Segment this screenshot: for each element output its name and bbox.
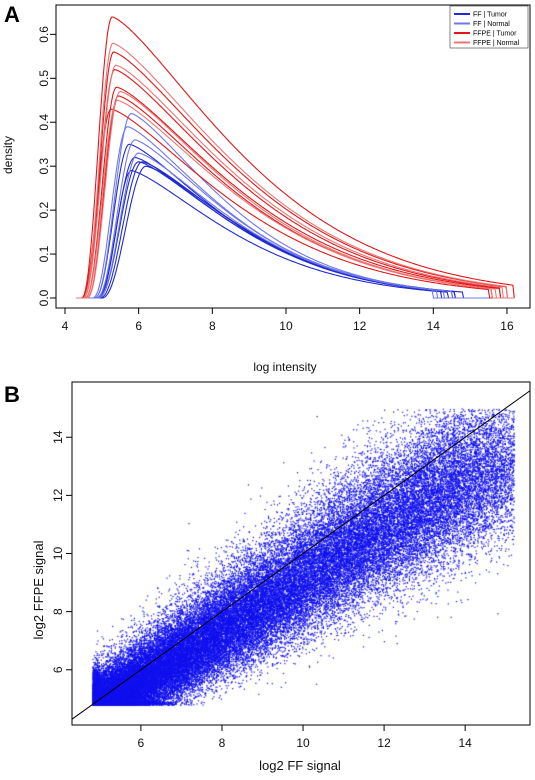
- scatter-x-tick-label: 12: [377, 736, 391, 750]
- scatter-axes: 6 8 10 12 14 6 8 10 12 14: [51, 381, 531, 750]
- scatter-x-tick-label: 14: [458, 736, 472, 750]
- density-curve-14: [76, 86, 515, 299]
- scatter-y-tick-label: 14: [51, 430, 65, 444]
- legend-entry: FF | Normal: [473, 21, 510, 28]
- scatter-x-tick-label: 8: [219, 736, 226, 750]
- density-curve-16: [76, 108, 515, 299]
- density-curve-17: [76, 42, 515, 299]
- density-y-axis-title: density: [1, 136, 15, 174]
- density-axes: 4 6 8 10 12 14 16 0.0 0.1 0.2 0.3 0.4 0.5 0.6: [37, 4, 531, 333]
- scatter-x-tick-label: 6: [138, 736, 145, 750]
- legend-entry: FFPE | Normal: [473, 40, 520, 47]
- density-legend: FF | Tumor FF | Normal FFPE | Tumor FFPE | …: [449, 5, 529, 49]
- density-curve-5: [76, 143, 515, 299]
- density-curve-15: [76, 95, 515, 299]
- legend-entry: FFPE | Tumor: [473, 31, 517, 38]
- scatter-y-tick-label: 12: [51, 488, 65, 502]
- density-y-tick-label: 0.2: [37, 201, 51, 218]
- density-y-tick-label: 0.3: [37, 158, 51, 175]
- density-y-tick-label: 0.4: [37, 114, 51, 131]
- density-curves: [76, 16, 515, 299]
- scatter-x-tick-label: 10: [296, 736, 310, 750]
- density-curve-20: [76, 91, 515, 299]
- scatter-y-tick-label: 6: [51, 666, 65, 673]
- panel-a-letter: A: [4, 2, 20, 27]
- density-x-tick-label: 14: [427, 319, 441, 333]
- density-y-tick-label: 0.5: [37, 70, 51, 87]
- density-chart-svg: A 4 6 8 10 12 14 16 0.0 0.1 0.2 0.3 0.4 0.5 0.6 FF | …: [1, 2, 531, 374]
- density-x-tick-label: 10: [279, 319, 293, 333]
- density-curve-19: [76, 99, 515, 299]
- density-x-tick-label: 16: [500, 319, 514, 333]
- panel-a-density-plot: A 4 6 8 10 12 14 16 0.0 0.1 0.2 0.3 0.4 0.5 0.6 FF | …: [0, 0, 535, 380]
- scatter-y-axis-title: log2 FFPE signal: [31, 540, 46, 639]
- density-x-tick-label: 4: [62, 319, 69, 333]
- scatter-y-tick-label: 10: [51, 547, 65, 561]
- density-curve-9: [76, 139, 515, 299]
- density-x-tick-label: 6: [135, 319, 142, 333]
- density-y-tick-label: 0.6: [37, 26, 51, 43]
- density-x-tick-label: 8: [209, 319, 216, 333]
- density-curve-18: [76, 64, 515, 299]
- density-curve-12: [76, 51, 515, 299]
- density-x-axis-title: log intensity: [253, 360, 316, 374]
- density-y-tick-label: 0.0: [37, 289, 51, 306]
- density-curve-13: [76, 69, 515, 299]
- scatter-points: [0, 380, 535, 775]
- density-y-tick-label: 0.1: [37, 245, 51, 262]
- density-curve-10: [76, 152, 515, 299]
- density-plot-frame: [55, 4, 531, 309]
- scatter-point-cloud: [0, 380, 535, 775]
- identity-reference-line: [71, 390, 531, 720]
- legend-entry: FF | Tumor: [473, 12, 508, 19]
- density-curve-4: [76, 170, 515, 299]
- density-curve-11: [76, 16, 515, 299]
- scatter-y-tick-label: 8: [51, 608, 65, 615]
- density-curve-7: [76, 112, 515, 299]
- density-x-tick-label: 12: [353, 319, 367, 333]
- scatter-x-axis-title: log2 FF signal: [259, 758, 341, 773]
